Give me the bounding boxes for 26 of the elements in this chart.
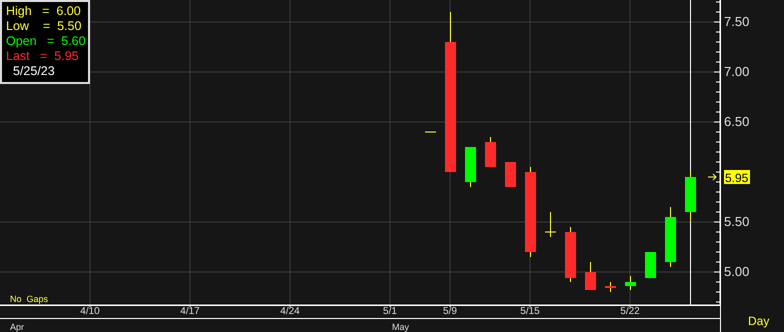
- x-tick-label: 5/15: [520, 306, 540, 318]
- text: May: [392, 322, 410, 332]
- y-tick-label: 5.50: [724, 214, 750, 230]
- x-tick-label: 4/24: [280, 306, 300, 318]
- y-tick-label: 7.50: [724, 14, 750, 30]
- annotation: Open = 5.60: [6, 34, 86, 48]
- candlestick: [625, 276, 636, 290]
- annotation: Low = 5.50: [6, 19, 82, 33]
- y-tick-label: 6.50: [724, 114, 750, 130]
- x-tick-label: 5/22: [620, 306, 640, 318]
- x-tick-label: 5/9: [443, 306, 458, 318]
- x-tick-label: 4/10: [80, 306, 100, 318]
- text: Day: [748, 314, 770, 328]
- text: 5.95: [725, 171, 749, 185]
- text: Apr: [10, 322, 24, 332]
- annotation: No Gaps: [10, 294, 49, 304]
- annotation: 5/25/23: [13, 64, 55, 78]
- candlestick: [605, 282, 616, 292]
- annotation: High = 6.00: [6, 4, 81, 18]
- y-tick-label: 5.00: [724, 264, 750, 280]
- x-tick-label: 5/1: [383, 306, 398, 318]
- candlestick: [545, 212, 556, 238]
- x-tick-label: 4/17: [180, 306, 200, 318]
- candlestick: [585, 262, 596, 290]
- y-tick-label: 7.00: [724, 64, 750, 80]
- annotation: Last = 5.95: [6, 49, 79, 63]
